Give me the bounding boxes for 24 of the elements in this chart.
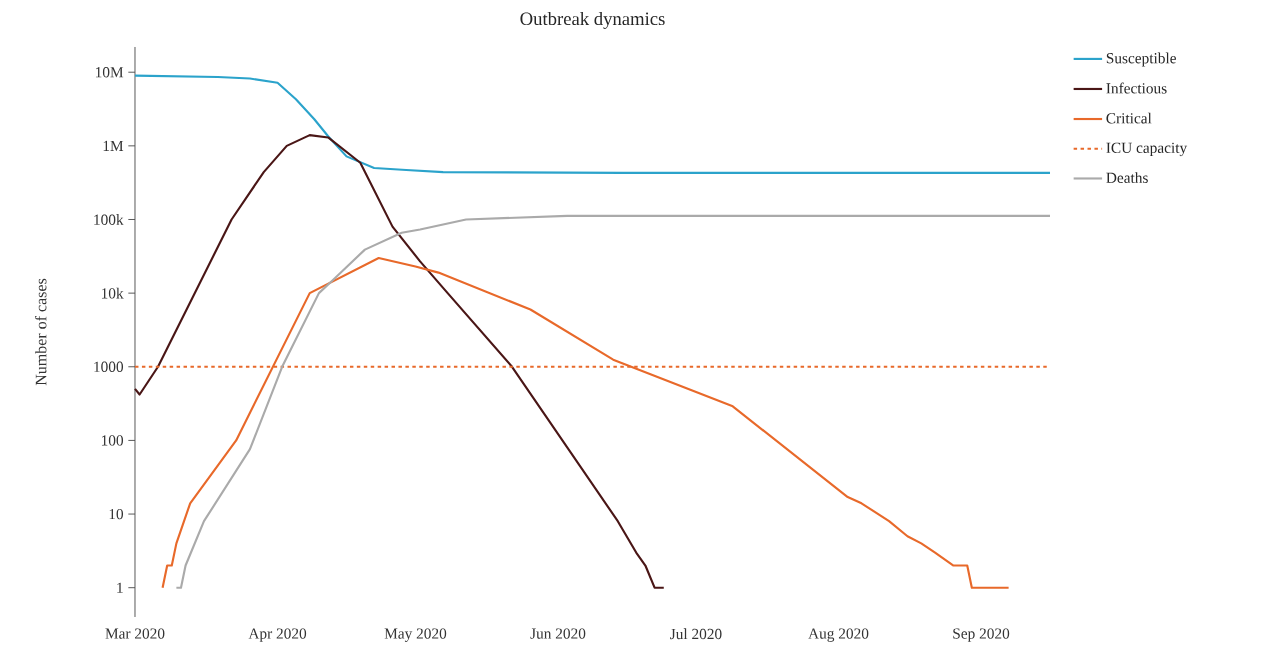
y-tick-label: 10	[109, 508, 124, 520]
legend-label: Deaths	[1106, 172, 1148, 183]
y-axis-title: Number of cases	[35, 278, 47, 386]
x-tick-label: Jul 2020	[670, 628, 722, 640]
y-tick-label: 10k	[101, 287, 124, 299]
x-tick-label: Sep 2020	[953, 628, 1010, 642]
line-series	[175, 214, 1052, 589]
x-tick-label: Aug 2020	[808, 628, 869, 642]
y-tick-label: 10M	[96, 67, 124, 78]
legend-label: Critical	[1106, 112, 1152, 124]
y-tick-label: 100k	[94, 214, 124, 225]
x-tick-label: May 2020	[384, 628, 447, 642]
line-series	[133, 74, 1052, 174]
legend-label: Susceptible	[1106, 52, 1176, 67]
y-tick-label: 1	[117, 582, 123, 593]
x-tick-label: Mar 2020	[105, 628, 165, 639]
x-tick-label: Jun 2020	[530, 628, 586, 639]
y-tick-label: 1000	[94, 361, 124, 372]
chart-title: Outbreak dynamics	[520, 11, 665, 29]
x-tick-label: Apr 2020	[248, 628, 307, 642]
y-tick-label: 100	[101, 435, 124, 446]
y-tick-label: 1M	[103, 140, 124, 151]
legend-label: ICU capacity	[1106, 142, 1188, 157]
legend-label: Infectious	[1106, 82, 1167, 94]
